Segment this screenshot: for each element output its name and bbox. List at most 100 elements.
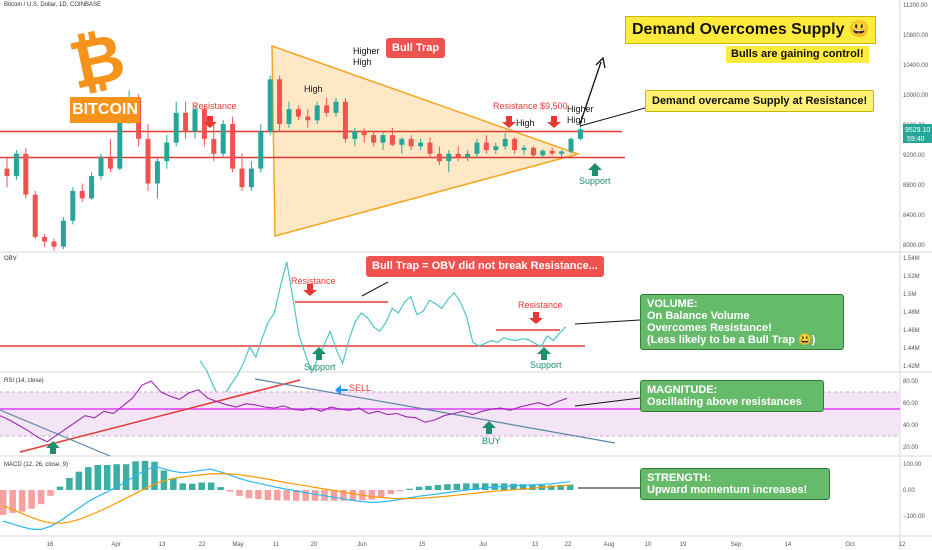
- price-tick-label: 9200.00: [903, 153, 925, 159]
- candle-body: [446, 153, 452, 162]
- candle-body: [239, 168, 245, 188]
- candle-body: [342, 101, 348, 139]
- macd-histogram-bar: [368, 490, 376, 500]
- resistance-arrow-right: [502, 116, 516, 128]
- candle-body: [51, 241, 57, 247]
- demand-callout-pointer: [579, 107, 646, 127]
- candle-body: [577, 129, 583, 139]
- candle-body: [530, 147, 536, 156]
- candle-body: [89, 176, 95, 199]
- macd-histogram-bar: [47, 490, 54, 496]
- macd-histogram-bar: [529, 484, 536, 490]
- macd-histogram-bar: [151, 461, 158, 490]
- candle-body: [399, 138, 405, 145]
- candle-body: [211, 138, 217, 154]
- candle-body: [164, 142, 170, 162]
- obv-resistance-label-left: Resistance: [291, 276, 336, 286]
- candle-body: [465, 153, 471, 158]
- obv-tick-label: 1.5M: [903, 292, 916, 298]
- rsi-tick-label: 20.00: [903, 445, 919, 451]
- price-tick-label: 8800.00: [903, 183, 925, 189]
- macd-histogram-bar: [66, 477, 73, 490]
- rsi-axis: 80.00 60.00 40.00 20.00: [903, 379, 919, 451]
- time-tick-label: Jun: [357, 542, 367, 548]
- obv-support-arrow-right: [537, 347, 551, 360]
- obv-tick-label: 1.52M: [903, 274, 920, 280]
- candle-body: [295, 109, 301, 117]
- time-tick-label: 12: [899, 542, 906, 548]
- macd-histogram-bar: [18, 490, 26, 512]
- time-tick-label: 15: [419, 542, 426, 548]
- obv-tick-label: 1.44M: [903, 346, 920, 352]
- candle-body: [436, 153, 442, 162]
- last-price-text: 9529.10: [905, 127, 930, 134]
- candle-body: [267, 79, 273, 132]
- volume-callout-pointer: [574, 319, 641, 325]
- candle-body: [455, 153, 461, 158]
- macd-histogram-bar: [274, 490, 281, 501]
- candle-body: [521, 147, 527, 151]
- time-tick-label: 10: [645, 542, 652, 548]
- candle-body: [4, 168, 10, 177]
- macd-histogram-bar: [9, 490, 16, 513]
- candle-body: [568, 138, 574, 152]
- macd-histogram-bar: [113, 464, 120, 490]
- symmetrical-triangle: [271, 44, 581, 237]
- price-tick-label: 8400.00: [903, 213, 925, 219]
- macd-histogram-bar: [226, 490, 234, 492]
- candle-body: [42, 237, 48, 242]
- obv-axis: 1.54M 1.52M 1.5M 1.48M 1.46M 1.44M 1.42M: [903, 256, 920, 370]
- macd-histogram-bar: [141, 460, 149, 490]
- macd-histogram-bar: [557, 485, 565, 490]
- macd-tick-label: −100.00: [903, 514, 926, 520]
- obv-support-label-right: Support: [530, 360, 562, 370]
- magnitude-callout-title: MAGNITUDE:: [647, 384, 718, 396]
- candle-body: [258, 131, 264, 169]
- high-label-2: High: [516, 118, 535, 128]
- macd-histogram-bar: [198, 482, 205, 490]
- magnitude-callout-body: Oscillating above resistances: [647, 396, 802, 408]
- bull-trap-callout: Bull Trap: [386, 38, 446, 58]
- candle-body: [60, 220, 66, 247]
- time-tick-label: 22: [199, 542, 206, 548]
- strength-callout: STRENGTH: Upward momentum increases!: [640, 468, 830, 500]
- candle-body: [145, 138, 151, 184]
- sell-arrow: [335, 385, 348, 395]
- candle-body: [32, 194, 38, 238]
- time-axis: 16 Apr 13 22 May 11 20 Jun 15 Jul 13 22 Aug 10 19 Sep 14…: [47, 542, 906, 548]
- higher-high-label-2: Higher High: [567, 104, 594, 125]
- bull-trap-pointer: [361, 281, 389, 297]
- strength-callout-body: Upward momentum increases!: [647, 484, 808, 496]
- macd-histogram-bar: [378, 490, 385, 498]
- candle-body: [371, 135, 377, 143]
- macd-histogram-bar: [349, 490, 357, 501]
- obv-resistance-arrow-left: [303, 284, 317, 296]
- macd-histogram-bar: [264, 490, 272, 500]
- candle-body: [333, 101, 339, 113]
- time-tick-label: 13: [532, 542, 539, 548]
- candle-body: [23, 153, 29, 195]
- rsi-downtrend-line-2: [0, 409, 111, 457]
- candle-body: [183, 112, 189, 132]
- macd-histogram-bar: [103, 465, 111, 490]
- volume-callout-line-3: (Less likely to be a Bull Trap 😃): [647, 334, 816, 346]
- obv-line: [199, 261, 567, 399]
- macd-histogram-bar: [85, 467, 92, 490]
- candle-body: [201, 109, 207, 139]
- rsi-panel-label: RSI (14, close): [4, 378, 44, 384]
- higher-high-label-1: Higher High: [353, 46, 380, 67]
- macd-histogram-bar: [425, 485, 432, 490]
- macd-histogram-bar: [179, 483, 187, 490]
- high-label-1: High: [304, 84, 323, 94]
- candle-body: [117, 116, 123, 169]
- candle-body: [314, 105, 320, 121]
- macd-histogram-bar: [236, 490, 243, 496]
- bitcoin-logo-label: BITCOIN: [70, 97, 140, 123]
- obv-bull-trap-callout: Bull Trap = OBV did not break Resistance…: [366, 256, 604, 277]
- macd-histogram-bar: [387, 490, 394, 495]
- obv-levels: [0, 301, 585, 347]
- macd-histogram-bar: [434, 485, 442, 490]
- candle-body: [540, 150, 546, 156]
- macd-histogram-bar: [340, 490, 347, 501]
